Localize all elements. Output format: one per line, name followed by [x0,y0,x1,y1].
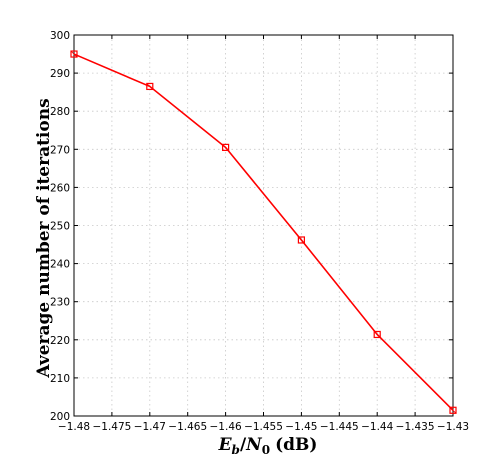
x-tick-label: −1.46 [210,421,242,433]
series-layer [70,50,457,414]
x-tick-label: −1.465 [168,421,207,433]
x-tick-label: −1.475 [92,421,131,433]
x-axis-label-e: E [218,435,233,455]
x-axis-label-sub-b: b [232,443,240,457]
data-point-marker-cross [222,144,229,151]
y-tick-label: 200 [50,411,70,423]
x-axis-label-sub-zero: 0 [262,443,270,457]
y-tick-label: 250 [50,221,70,233]
data-point-marker [222,143,230,151]
y-tick-label: 280 [50,106,70,118]
x-tick-label: −1.47 [134,421,166,433]
data-point-marker-cross [70,50,78,58]
grid [74,35,453,416]
x-tick-label: −1.455 [244,421,283,433]
data-point-marker-cross [146,83,154,90]
y-tick-label: 270 [50,144,70,156]
y-tick-label: 240 [50,259,70,271]
y-tick-label: 260 [50,182,70,194]
data-point-marker [297,236,305,244]
y-tick-label: 300 [50,30,70,42]
x-tick-label: −1.445 [320,421,359,433]
data-point-marker [373,330,381,339]
x-axis-label-slash: / [240,435,247,455]
x-axis-label: Eb/N0 (dB) [218,435,318,457]
y-tick-label: 220 [50,335,70,347]
x-axis-label-unit: (dB) [275,435,317,455]
y-tick-label: 210 [50,373,70,385]
data-point-marker [449,406,457,414]
x-tick-label: −1.43 [437,421,469,433]
x-axis-label-n: N [245,435,263,455]
data-point-marker-cross [298,236,305,244]
series-line [73,53,454,411]
data-point-marker [70,50,78,58]
ticks: −1.48 −1.475 −1.47 −1.465 −1.46 −1.455 −1.45 −1… [50,30,469,433]
data-point-marker-cross [449,407,457,414]
x-tick-label: −1.48 [58,421,90,433]
x-tick-label: −1.45 [285,421,317,433]
x-tick-label: −1.435 [396,421,435,433]
x-tick-label: −1.44 [361,421,393,433]
y-tick-label: 230 [50,297,70,309]
data-point-marker-cross [373,331,381,338]
data-point-marker [146,82,154,91]
y-tick-label: 290 [50,68,70,80]
y-axis-label: Average number of iterations [34,98,54,378]
